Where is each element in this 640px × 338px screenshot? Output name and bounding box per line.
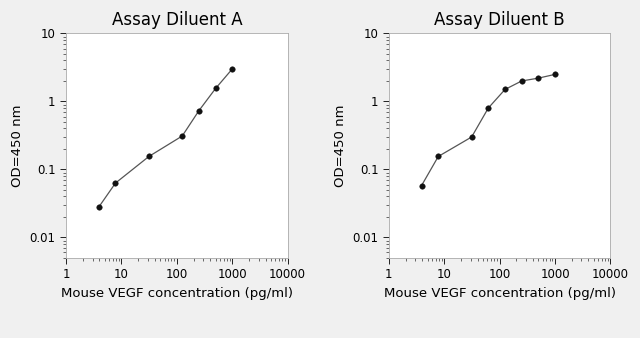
X-axis label: Mouse VEGF concentration (pg/ml): Mouse VEGF concentration (pg/ml) [383,287,616,300]
Y-axis label: OD=450 nm: OD=450 nm [334,104,347,187]
X-axis label: Mouse VEGF concentration (pg/ml): Mouse VEGF concentration (pg/ml) [61,287,293,300]
Y-axis label: OD=450 nm: OD=450 nm [11,104,24,187]
Title: Assay Diluent B: Assay Diluent B [435,11,565,29]
Title: Assay Diluent A: Assay Diluent A [111,11,242,29]
